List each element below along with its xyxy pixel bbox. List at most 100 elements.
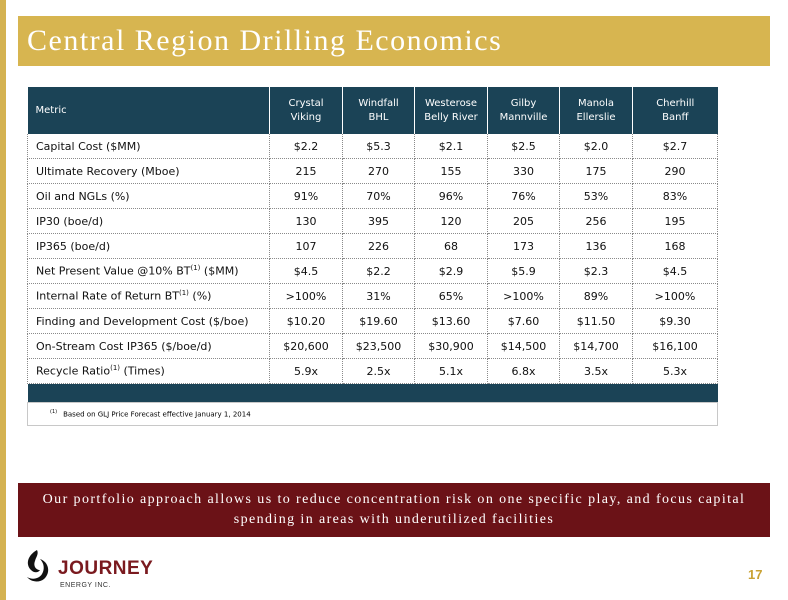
table-cell: 70%: [342, 183, 415, 209]
table-cell: >100%: [487, 283, 560, 309]
table-cell: 155: [414, 158, 488, 184]
table-row: IP30 (boe/d) 130 395 120 205 256 195: [27, 208, 718, 234]
table-cell: $4.5: [632, 258, 718, 284]
page-number: 17: [748, 567, 763, 582]
table-cell: >100%: [632, 283, 718, 309]
table-cell: 6.8x: [487, 358, 560, 384]
table-cell: >100%: [269, 283, 343, 309]
economics-table: Metric Crystal Viking Windfall BHL Westero…: [27, 87, 718, 426]
table-cell: 130: [269, 208, 343, 234]
table-cell: 53%: [559, 183, 633, 209]
table-cell: 226: [342, 233, 415, 259]
table-cell: 168: [632, 233, 718, 259]
table-header-row: Metric Crystal Viking Windfall BHL Westero…: [27, 87, 718, 134]
table-cell: $19.60: [342, 308, 415, 334]
table-cell: 2.5x: [342, 358, 415, 384]
row-label: Internal Rate of Return BT(1) (%): [27, 283, 270, 309]
table-cell: $4.5: [269, 258, 343, 284]
table-cell: $20,600: [269, 333, 343, 359]
column-header: Westerose Belly River: [414, 87, 488, 134]
table-cell: 96%: [414, 183, 488, 209]
column-header: Manola Ellerslie: [559, 87, 633, 134]
table-cell: 215: [269, 158, 343, 184]
column-header-metric: Metric: [27, 87, 270, 134]
table-cell: 256: [559, 208, 633, 234]
table-row: Ultimate Recovery (Mboe) 215 270 155 330 175 2…: [27, 158, 718, 184]
table-cell: 175: [559, 158, 633, 184]
banner-text: Our portfolio approach allows us to redu…: [42, 492, 746, 527]
table-cell: 76%: [487, 183, 560, 209]
row-label: Recycle Ratio(1) (Times): [27, 358, 270, 384]
footnote-text: Based on GLJ Price Forecast effective Ja…: [63, 410, 251, 419]
table-band: [27, 383, 718, 403]
table-body: Capital Cost ($MM) $2.2 $5.3 $2.1 $2.5 $2.0 $2…: [27, 134, 718, 384]
row-label: IP365 (boe/d): [27, 233, 270, 259]
table-cell: 205: [487, 208, 560, 234]
row-label: On-Stream Cost IP365 ($/boe/d): [27, 333, 270, 359]
table-cell: 91%: [269, 183, 343, 209]
table-cell: $14,700: [559, 333, 633, 359]
table-cell: 68: [414, 233, 488, 259]
table-cell: $23,500: [342, 333, 415, 359]
row-label: Oil and NGLs (%): [27, 183, 270, 209]
column-header: Windfall BHL: [342, 87, 415, 134]
table-cell: 173: [487, 233, 560, 259]
table-cell: $9.30: [632, 308, 718, 334]
table-cell: $2.2: [269, 134, 343, 159]
table-cell: $2.3: [559, 258, 633, 284]
table-row: Recycle Ratio(1) (Times) 5.9x 2.5x 5.1x 6.8x…: [27, 358, 718, 384]
table-row: Internal Rate of Return BT(1) (%) >100% 31…: [27, 283, 718, 309]
table-cell: 31%: [342, 283, 415, 309]
table-cell: 136: [559, 233, 633, 259]
table-cell: 330: [487, 158, 560, 184]
table-cell: 5.3x: [632, 358, 718, 384]
table-cell: 5.1x: [414, 358, 488, 384]
column-header: Cherhill Banff: [632, 87, 718, 134]
table-row: Oil and NGLs (%) 91% 70% 96% 76% 53% 83%: [27, 183, 718, 209]
table-row: Net Present Value @10% BT(1) ($MM) $4.5 $2…: [27, 258, 718, 284]
table-cell: $2.5: [487, 134, 560, 159]
title-bar: Central Region Drilling Economics: [18, 16, 770, 66]
table-cell: $5.3: [342, 134, 415, 159]
table-cell: $2.0: [559, 134, 633, 159]
table-footnote-row: (1) Based on GLJ Price Forecast effective…: [27, 402, 718, 426]
table-cell: 65%: [414, 283, 488, 309]
table-cell: $2.2: [342, 258, 415, 284]
table-cell: $16,100: [632, 333, 718, 359]
row-label: Ultimate Recovery (Mboe): [27, 158, 270, 184]
table-cell: $7.60: [487, 308, 560, 334]
table-cell: 395: [342, 208, 415, 234]
row-label: Capital Cost ($MM): [27, 134, 270, 159]
table-cell: 3.5x: [559, 358, 633, 384]
slide-title: Central Region Drilling Economics: [27, 24, 503, 57]
table-cell: 89%: [559, 283, 633, 309]
table-cell: $30,900: [414, 333, 488, 359]
table-row: Capital Cost ($MM) $2.2 $5.3 $2.1 $2.5 $2.0 $2…: [27, 134, 718, 159]
footnote: (1) Based on GLJ Price Forecast effective…: [27, 402, 718, 426]
table-cell: $14,500: [487, 333, 560, 359]
table-cell: $2.1: [414, 134, 488, 159]
row-label: IP30 (boe/d): [27, 208, 270, 234]
row-label: Net Present Value @10% BT(1) ($MM): [27, 258, 270, 284]
table-cell: $13.60: [414, 308, 488, 334]
column-header: Crystal Viking: [269, 87, 343, 134]
table-cell: $10.20: [269, 308, 343, 334]
economics-table-container: Metric Crystal Viking Windfall BHL Westero…: [27, 87, 718, 440]
company-logo: JOURNEY ENERGY INC.: [22, 549, 182, 593]
table-cell: 107: [269, 233, 343, 259]
footnote-marker: (1): [50, 409, 58, 416]
table-cell: 290: [632, 158, 718, 184]
table-cell: $11.50: [559, 308, 633, 334]
table-row: IP365 (boe/d) 107 226 68 173 136 168: [27, 233, 718, 259]
table-cell: 5.9x: [269, 358, 343, 384]
table-row: On-Stream Cost IP365 ($/boe/d) $20,600 $23…: [27, 333, 718, 359]
column-header: Gilby Mannville: [487, 87, 560, 134]
table-row: Finding and Development Cost ($/boe) $10.…: [27, 308, 718, 334]
table-cell: 195: [632, 208, 718, 234]
logo-subtitle: ENERGY INC.: [60, 582, 111, 589]
row-label: Finding and Development Cost ($/boe): [27, 308, 270, 334]
logo-wordmark: JOURNEY: [58, 558, 154, 579]
table-cell: $2.7: [632, 134, 718, 159]
table-cell: 270: [342, 158, 415, 184]
table-cell: 120: [414, 208, 488, 234]
